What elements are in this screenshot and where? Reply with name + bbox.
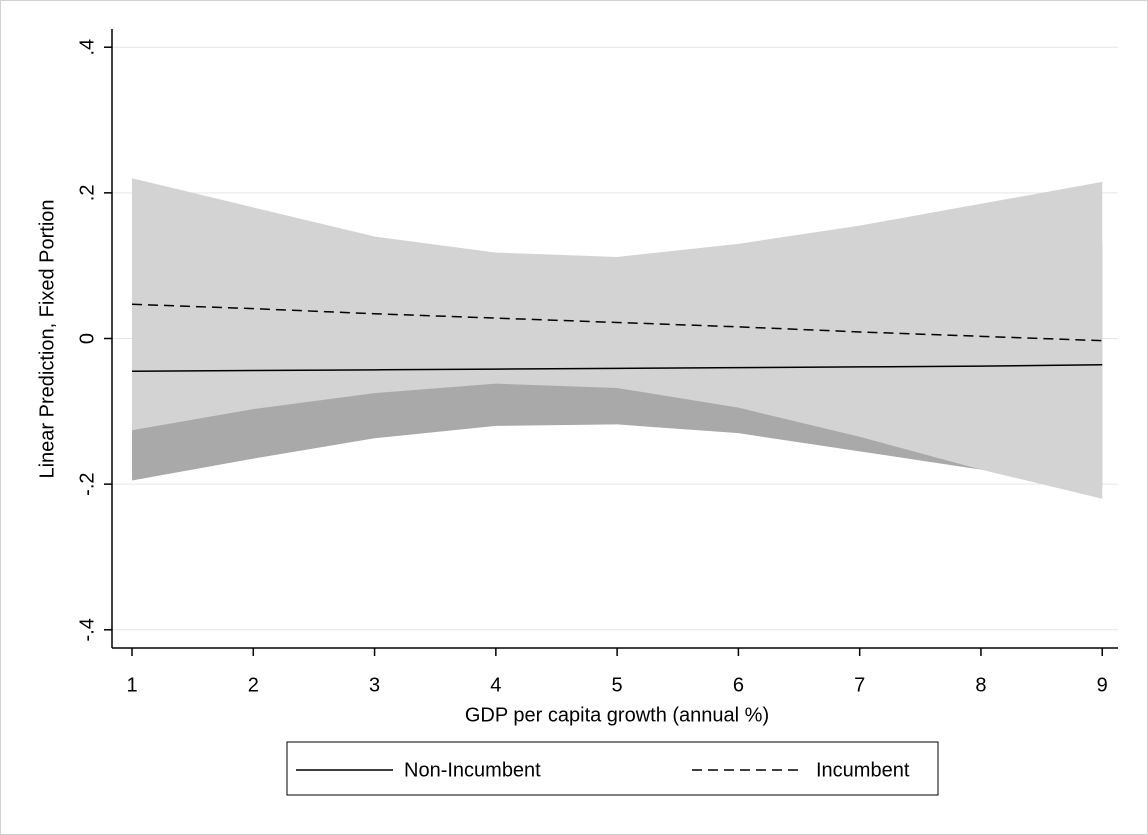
legend-label: Non-Incumbent: [404, 759, 541, 781]
x-tick-label: 4: [490, 674, 501, 696]
x-axis-label: GDP per capita growth (annual %): [465, 704, 769, 726]
y-tick-label: .4: [76, 39, 98, 56]
confidence-band: [132, 178, 1103, 499]
y-tick-label: 0: [76, 333, 98, 344]
series-line: [132, 363, 1103, 373]
x-tick-label: 8: [975, 674, 986, 696]
y-axis-label: Linear Prediction, Fixed Portion: [36, 199, 58, 478]
x-tick-label: 5: [612, 674, 623, 696]
x-tick-label: 1: [126, 674, 137, 696]
y-tick-label: -.2: [76, 472, 98, 495]
y-tick-label: .2: [76, 185, 98, 202]
x-tick-label: 3: [369, 674, 380, 696]
x-tick-label: 7: [854, 674, 865, 696]
legend-label: Incumbent: [816, 759, 910, 781]
x-tick-label: 6: [733, 674, 744, 696]
series-line: [131, 303, 1103, 342]
y-tick-label: -.4: [76, 618, 98, 641]
x-tick-label: 2: [248, 674, 259, 696]
x-tick-label: 9: [1097, 674, 1108, 696]
legend-box: [286, 741, 939, 796]
